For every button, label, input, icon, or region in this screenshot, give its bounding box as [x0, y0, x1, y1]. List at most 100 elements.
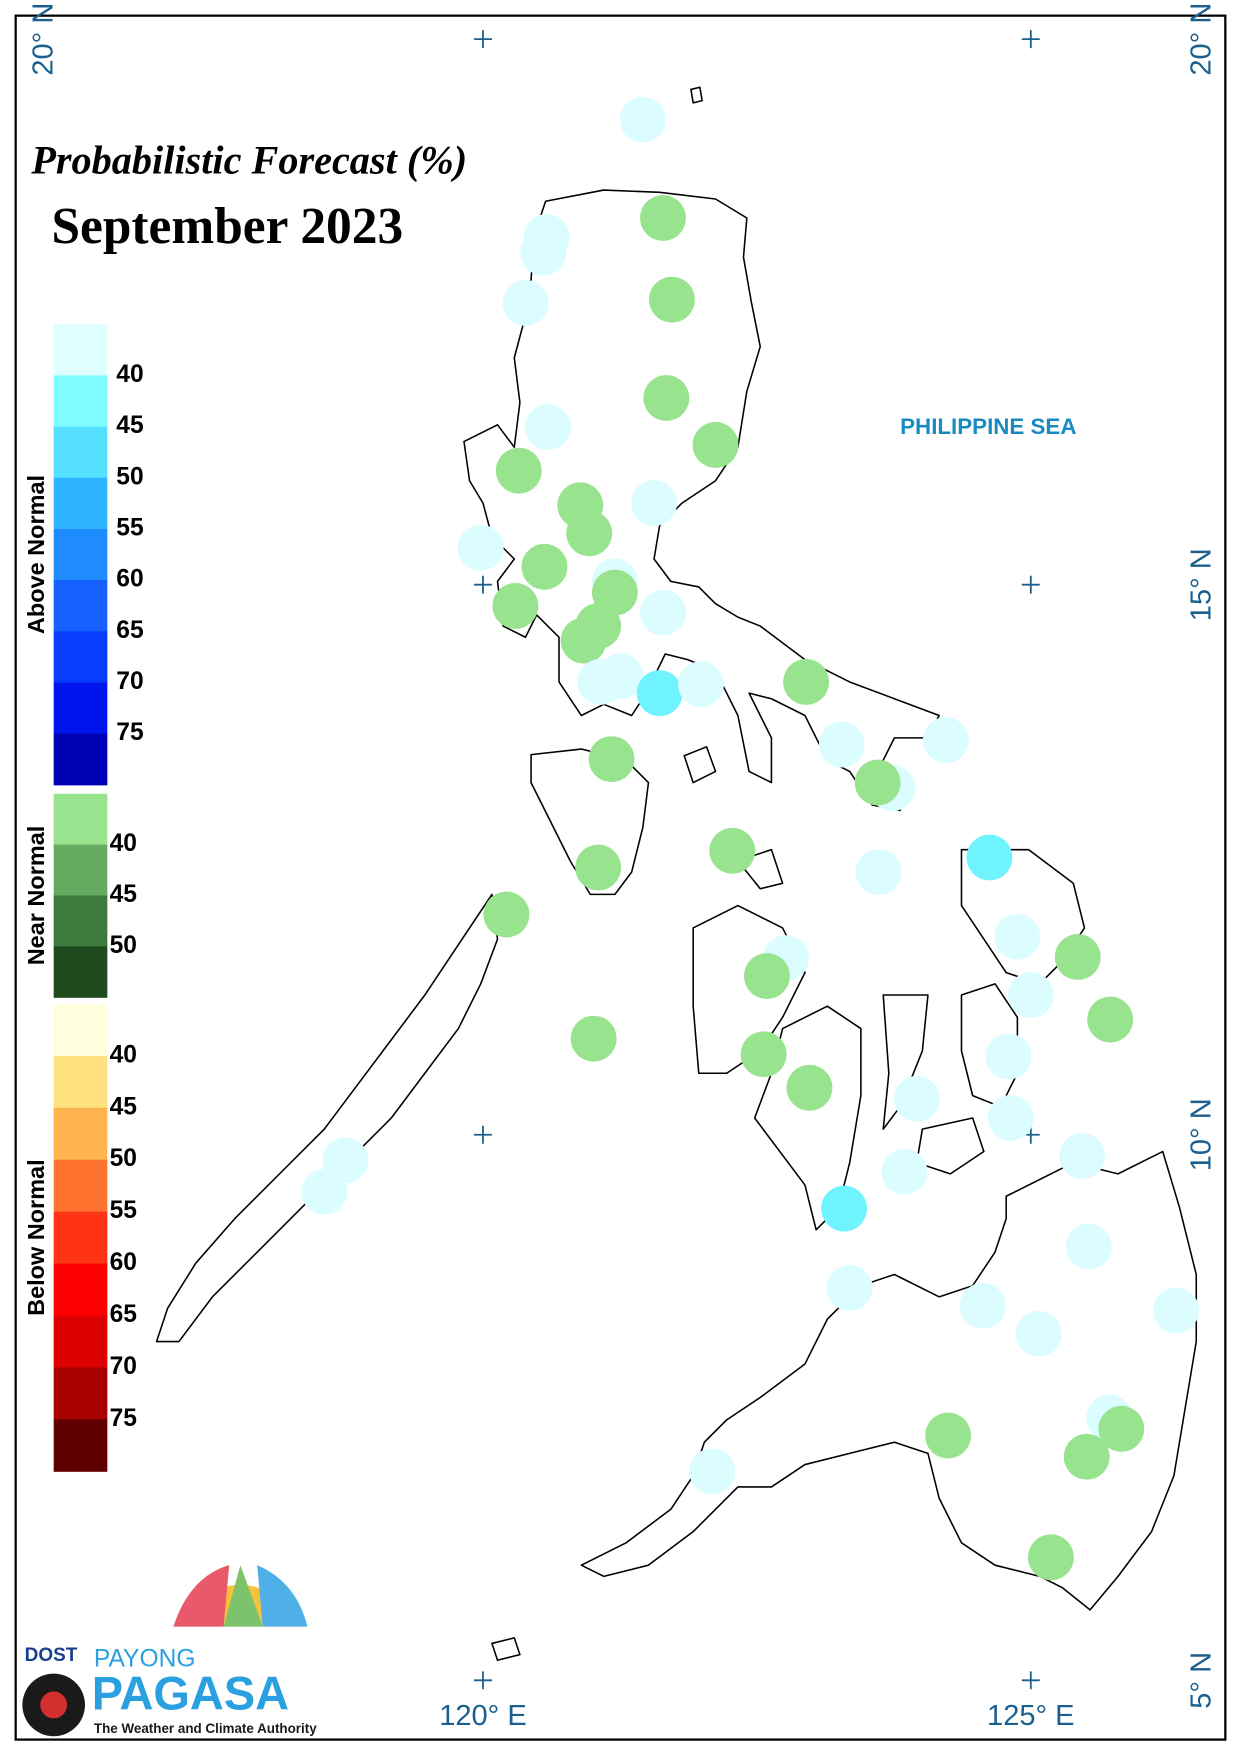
- station-marker: [649, 276, 695, 323]
- station-marker: [566, 510, 613, 557]
- legend-tick: 40: [110, 830, 137, 857]
- legend-tick: 45: [110, 1093, 137, 1120]
- legend-tick: 40: [116, 361, 143, 388]
- map-title: Probabilistic Forecast (%): [30, 138, 467, 183]
- legend-tick: 40: [110, 1041, 137, 1068]
- legend-swatch: [53, 682, 108, 735]
- legend-tick: 75: [116, 719, 143, 746]
- legend-tick: 50: [116, 463, 143, 490]
- legend-swatch: [53, 580, 108, 632]
- station-marker: [631, 480, 677, 527]
- station-marker: [1028, 1534, 1074, 1581]
- legend-swatch: [53, 528, 108, 581]
- station-marker: [959, 1282, 1006, 1329]
- legend-swatch: [53, 1315, 108, 1368]
- station-marker: [1087, 996, 1134, 1043]
- legend-tick: 55: [110, 1197, 137, 1224]
- station-marker: [643, 375, 690, 421]
- station-marker: [966, 834, 1013, 881]
- station-marker: [893, 1076, 940, 1122]
- legend-swatch: [53, 733, 108, 786]
- station-marker: [1054, 934, 1101, 980]
- station-marker: [640, 589, 686, 636]
- logo-tagline: The Weather and Climate Authority: [94, 1721, 317, 1736]
- station-marker: [483, 891, 530, 938]
- graticule: [474, 30, 1040, 1690]
- map-frame: [14, 14, 1227, 1741]
- legend-tick: 45: [110, 881, 137, 908]
- lat-label: 20° N: [27, 3, 59, 76]
- station-marker: [495, 447, 542, 494]
- legend-swatch: [53, 1419, 108, 1472]
- station-marker: [1098, 1405, 1145, 1452]
- legend-swatch: [53, 1055, 108, 1109]
- legend-swatch: [53, 946, 108, 998]
- station-marker: [854, 759, 901, 806]
- station-marker: [987, 1095, 1034, 1141]
- sea-label: PHILIPPINE SEA: [900, 414, 1076, 439]
- station-marker: [744, 953, 790, 999]
- legend-swatch: [53, 324, 108, 376]
- legend-group-name: Near Normal: [23, 826, 49, 966]
- legend-tick: 65: [116, 617, 143, 644]
- station-marker: [1059, 1133, 1106, 1179]
- legend-swatch: [53, 426, 108, 479]
- station-marker: [826, 1264, 873, 1311]
- legend-tick: 55: [116, 514, 143, 541]
- station-marker: [922, 717, 969, 764]
- station-marker: [575, 844, 622, 891]
- station-marker: [1066, 1223, 1112, 1270]
- lat-label: 10° N: [1186, 1098, 1218, 1171]
- legend-swatch: [53, 1107, 108, 1161]
- map-subtitle: September 2023: [51, 198, 403, 255]
- legend-tick: 70: [116, 668, 143, 695]
- station-marker: [689, 1448, 736, 1495]
- lat-label: 5° N: [1186, 1652, 1218, 1709]
- station-marker: [457, 524, 504, 571]
- station-marker: [301, 1168, 348, 1215]
- station-marker: [597, 653, 644, 700]
- legend-group-name: Below Normal: [23, 1159, 49, 1316]
- station-marker: [1153, 1287, 1200, 1334]
- legend: 40 45 50 55 60 65 70 75 Above Normal 40 45 50 Near N…: [23, 324, 144, 1472]
- station-marker: [709, 827, 756, 874]
- legend-swatch: [53, 1159, 108, 1213]
- station-marker: [881, 1148, 928, 1195]
- lat-label: 20° N: [1186, 3, 1218, 76]
- station-marker: [786, 1064, 833, 1111]
- legend-swatch: [53, 1211, 108, 1265]
- station-marker: [985, 1033, 1032, 1080]
- station-marker: [818, 721, 865, 768]
- station-markers: [301, 96, 1200, 1581]
- station-marker: [502, 280, 549, 326]
- legend-tick: 50: [110, 1145, 137, 1172]
- legend-swatch: [53, 631, 108, 684]
- logo: DOST PAYONG PAGASA The Weather and Clima…: [22, 1565, 317, 1737]
- legend-swatch: [53, 1263, 108, 1317]
- legend-tick: 45: [116, 412, 143, 439]
- station-marker: [640, 195, 686, 241]
- station-marker: [692, 422, 739, 468]
- legend-tick: 60: [110, 1249, 137, 1276]
- station-marker: [678, 661, 724, 708]
- station-marker: [925, 1412, 971, 1459]
- station-marker: [521, 543, 568, 590]
- logo-brand-top: PAYONG: [94, 1646, 196, 1673]
- legend-tick: 70: [110, 1353, 137, 1380]
- legend-swatch: [53, 895, 108, 947]
- legend-swatch: [53, 1003, 108, 1057]
- lon-label: 120° E: [439, 1700, 527, 1732]
- logo-brand: PAGASA: [92, 1667, 289, 1720]
- station-marker: [560, 617, 607, 664]
- station-marker: [570, 1015, 617, 1062]
- station-marker: [1063, 1433, 1110, 1480]
- legend-swatch: [53, 477, 108, 530]
- coastline: [155, 86, 1198, 1661]
- lon-label: 125° E: [987, 1700, 1075, 1732]
- station-marker: [520, 229, 567, 276]
- logo-agency: DOST: [25, 1645, 78, 1666]
- legend-swatch: [53, 844, 108, 897]
- legend-swatch: [53, 375, 108, 428]
- station-marker: [783, 659, 830, 705]
